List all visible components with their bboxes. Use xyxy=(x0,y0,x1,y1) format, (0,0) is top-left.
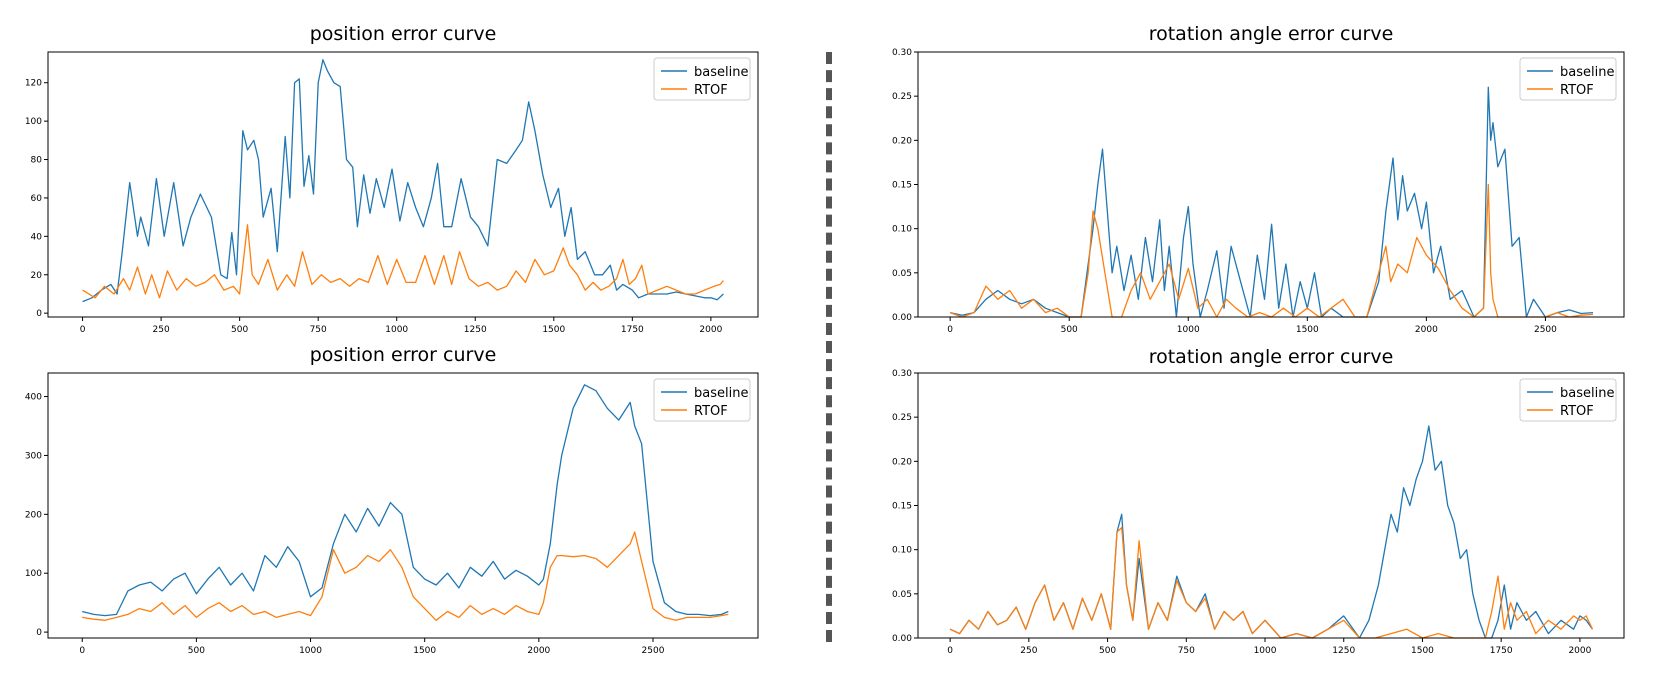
y-tick-label: 120 xyxy=(25,79,42,89)
series-line-baseline xyxy=(82,384,729,617)
y-tick-label: 0.30 xyxy=(892,369,912,379)
y-tick-label: 0 xyxy=(36,309,42,319)
x-tick-label: 1000 xyxy=(299,646,322,656)
legend: baseline RTOF xyxy=(653,378,751,422)
x-tick-label: 1500 xyxy=(1296,325,1319,335)
x-tick-label: 2000 xyxy=(1568,646,1591,656)
x-tick-label: 250 xyxy=(1020,646,1037,656)
series-line-rtof xyxy=(82,531,729,621)
y-tick-label: 0.10 xyxy=(892,546,912,556)
legend-label-baseline: baseline xyxy=(1560,386,1614,401)
y-tick-label: 200 xyxy=(25,510,42,520)
x-tick-label: 1000 xyxy=(1254,646,1277,656)
chart-title: rotation angle error curve xyxy=(1149,346,1394,368)
x-tick-label: 1500 xyxy=(542,325,565,335)
y-tick-label: 0.25 xyxy=(892,413,912,423)
series-line-rtof xyxy=(949,183,1594,318)
chart-title: position error curve xyxy=(310,23,497,45)
chart-title: position error curve xyxy=(310,344,497,366)
x-tick-label: 750 xyxy=(1178,646,1195,656)
x-tick-label: 1250 xyxy=(1332,646,1355,656)
x-tick-label: 750 xyxy=(310,325,327,335)
x-tick-label: 1750 xyxy=(1490,646,1513,656)
y-tick-label: 400 xyxy=(25,393,42,403)
y-tick-label: 0.20 xyxy=(892,136,912,146)
legend-label-baseline: baseline xyxy=(694,65,748,80)
y-tick-label: 0.15 xyxy=(892,502,912,512)
y-tick-label: 0.10 xyxy=(892,225,912,235)
x-tick-label: 2000 xyxy=(699,325,722,335)
legend-label-baseline: baseline xyxy=(694,386,748,401)
y-tick-label: 0.00 xyxy=(892,313,912,323)
dashed-divider xyxy=(826,52,832,642)
y-tick-label: 80 xyxy=(31,156,43,166)
y-tick-label: 0.25 xyxy=(892,92,912,102)
axes-frame xyxy=(917,51,1625,318)
x-tick-label: 1750 xyxy=(621,325,644,335)
y-tick-label: 60 xyxy=(31,194,43,204)
legend-label-rtof: RTOF xyxy=(694,83,728,98)
x-tick-label: 500 xyxy=(1061,325,1078,335)
series-line-baseline xyxy=(949,86,1594,318)
x-tick-label: 1500 xyxy=(413,646,436,656)
series-line-rtof xyxy=(82,224,724,299)
x-tick-label: 500 xyxy=(188,646,205,656)
series-line-rtof xyxy=(949,526,1594,639)
axes-frame xyxy=(47,51,759,318)
y-tick-label: 0.30 xyxy=(892,48,912,58)
y-tick-label: 300 xyxy=(25,451,42,461)
chart-top-right: rotation angle error curve 0 500 1000 1500 20… xyxy=(892,23,1625,335)
y-tick-label: 100 xyxy=(25,569,42,579)
y-tick-label: 0.05 xyxy=(892,269,912,279)
y-tick-label: 100 xyxy=(25,117,42,127)
x-tick-label: 0 xyxy=(947,646,953,656)
y-tick-label: 0.15 xyxy=(892,181,912,191)
y-tick-label: 0.00 xyxy=(892,634,912,644)
y-tick-label: 0.05 xyxy=(892,590,912,600)
x-tick-label: 500 xyxy=(231,325,248,335)
y-tick-label: 40 xyxy=(31,232,43,242)
axes-frame xyxy=(47,372,759,639)
x-tick-label: 1500 xyxy=(1411,646,1434,656)
legend: baseline RTOF xyxy=(1519,378,1617,422)
legend-label-rtof: RTOF xyxy=(1560,404,1594,419)
x-tick-label: 250 xyxy=(153,325,170,335)
x-tick-label: 1000 xyxy=(385,325,408,335)
x-tick-label: 2500 xyxy=(1534,325,1557,335)
x-tick-label: 1250 xyxy=(464,325,487,335)
x-tick-label: 500 xyxy=(1099,646,1116,656)
legend: baseline RTOF xyxy=(653,57,751,101)
x-tick-label: 0 xyxy=(80,325,86,335)
legend-label-rtof: RTOF xyxy=(1560,83,1594,98)
chart-bottom-right: rotation angle error curve 0 250 500 750 1000… xyxy=(892,346,1625,656)
x-tick-label: 0 xyxy=(79,646,85,656)
x-tick-label: 2000 xyxy=(1415,325,1438,335)
series-line-baseline xyxy=(82,59,724,303)
legend-label-baseline: baseline xyxy=(1560,65,1614,80)
x-tick-label: 1000 xyxy=(1177,325,1200,335)
legend-label-rtof: RTOF xyxy=(694,404,728,419)
y-tick-label: 0.20 xyxy=(892,457,912,467)
x-tick-label: 0 xyxy=(947,325,953,335)
x-tick-label: 2500 xyxy=(642,646,665,656)
series-line-baseline xyxy=(949,425,1594,639)
legend: baseline RTOF xyxy=(1519,57,1617,101)
x-tick-label: 2000 xyxy=(527,646,550,656)
chart-title: rotation angle error curve xyxy=(1149,23,1394,45)
y-tick-label: 0 xyxy=(36,628,42,638)
axes-frame xyxy=(917,372,1625,639)
y-tick-label: 20 xyxy=(31,271,43,281)
